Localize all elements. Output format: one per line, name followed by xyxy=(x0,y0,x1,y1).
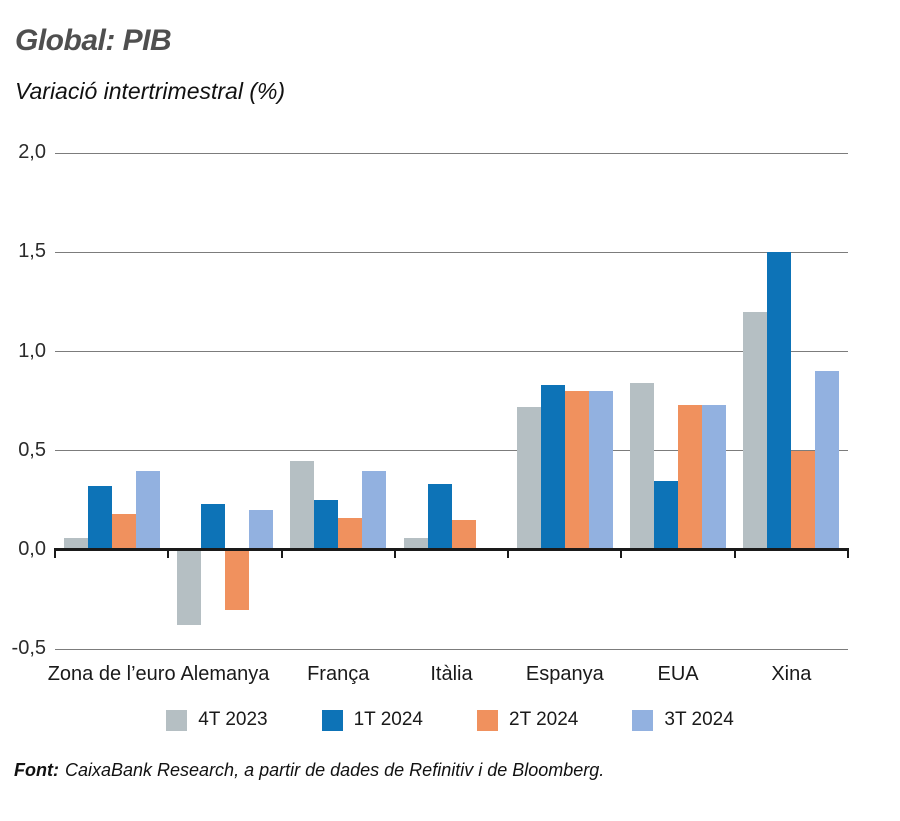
bar xyxy=(564,391,589,550)
x-category-label: EUA xyxy=(657,663,699,685)
y-tick-label: 1,5 xyxy=(18,240,46,263)
legend-item: 3T 2024 xyxy=(632,709,734,731)
bar xyxy=(176,550,201,626)
legend-label: 3T 2024 xyxy=(664,709,734,730)
bar xyxy=(200,504,225,550)
bar xyxy=(815,371,840,550)
x-axis-tick xyxy=(507,548,510,558)
x-axis-tick xyxy=(733,548,736,558)
bar xyxy=(588,391,613,550)
bar xyxy=(767,252,792,550)
chart-title: Global: PIB xyxy=(15,24,172,57)
bar xyxy=(630,383,655,550)
bar xyxy=(87,486,112,550)
x-axis-tick xyxy=(167,548,170,558)
legend-label: 1T 2024 xyxy=(353,709,423,730)
chart-legend: 4T 2023 1T 2024 2T 2024 3T 2024 xyxy=(0,709,900,731)
x-axis-tick xyxy=(280,548,283,558)
legend-swatch-icon xyxy=(166,709,188,731)
x-category-label: Xina xyxy=(771,663,812,685)
legend-label: 2T 2024 xyxy=(509,709,579,730)
legend-label: 4T 2023 xyxy=(198,709,268,730)
x-axis-baseline xyxy=(55,548,848,551)
gridline xyxy=(55,251,848,253)
y-tick-label: -0,5 xyxy=(11,637,46,660)
bar xyxy=(791,450,816,550)
bar xyxy=(63,538,88,550)
y-tick-label: 2,0 xyxy=(18,141,46,163)
x-category-label: Itàlia xyxy=(430,663,473,685)
bar xyxy=(702,405,727,550)
chart-subtitle: Variació intertrimestral (%) xyxy=(15,78,286,104)
bar xyxy=(362,470,387,550)
x-category-label: França xyxy=(307,663,370,685)
legend-swatch-icon xyxy=(321,709,343,731)
bar xyxy=(338,518,363,550)
source-label: Font: xyxy=(14,760,59,780)
y-tick-label: 0,0 xyxy=(18,538,46,560)
bar xyxy=(654,480,679,550)
legend-swatch-icon xyxy=(632,709,654,731)
source-note: Font: CaixaBank Research, a partir de dad… xyxy=(14,760,604,781)
bar xyxy=(111,514,136,550)
bar xyxy=(403,538,428,550)
legend-swatch-icon xyxy=(477,709,498,731)
legend-item: 4T 2023 xyxy=(166,709,268,731)
x-category-label: Zona de l’euro xyxy=(47,663,176,685)
bar xyxy=(248,510,273,550)
x-axis-tick xyxy=(620,548,623,558)
bar xyxy=(135,470,160,550)
x-category-label: Alemanya xyxy=(180,663,270,685)
bar xyxy=(224,550,249,610)
gridline xyxy=(55,450,848,452)
gridline xyxy=(55,152,848,154)
x-axis-tick xyxy=(54,548,56,558)
legend-item: 1T 2024 xyxy=(321,709,423,731)
bar xyxy=(451,520,476,550)
source-text: CaixaBank Research, a partir de dades de… xyxy=(64,760,605,780)
bar xyxy=(290,460,315,550)
y-tick-label: 1,0 xyxy=(18,339,46,362)
gridline xyxy=(55,648,848,650)
bar xyxy=(743,311,768,550)
x-axis-tick xyxy=(847,548,849,558)
y-tick-label: 0,5 xyxy=(18,438,46,461)
x-axis-tick xyxy=(393,548,396,558)
bar xyxy=(427,484,452,550)
bar xyxy=(314,500,339,550)
bar xyxy=(678,405,703,550)
legend-item: 2T 2024 xyxy=(477,709,578,731)
x-category-label: Espanya xyxy=(525,663,604,685)
bar xyxy=(540,385,565,550)
bar xyxy=(516,407,541,550)
gridline xyxy=(55,351,848,352)
